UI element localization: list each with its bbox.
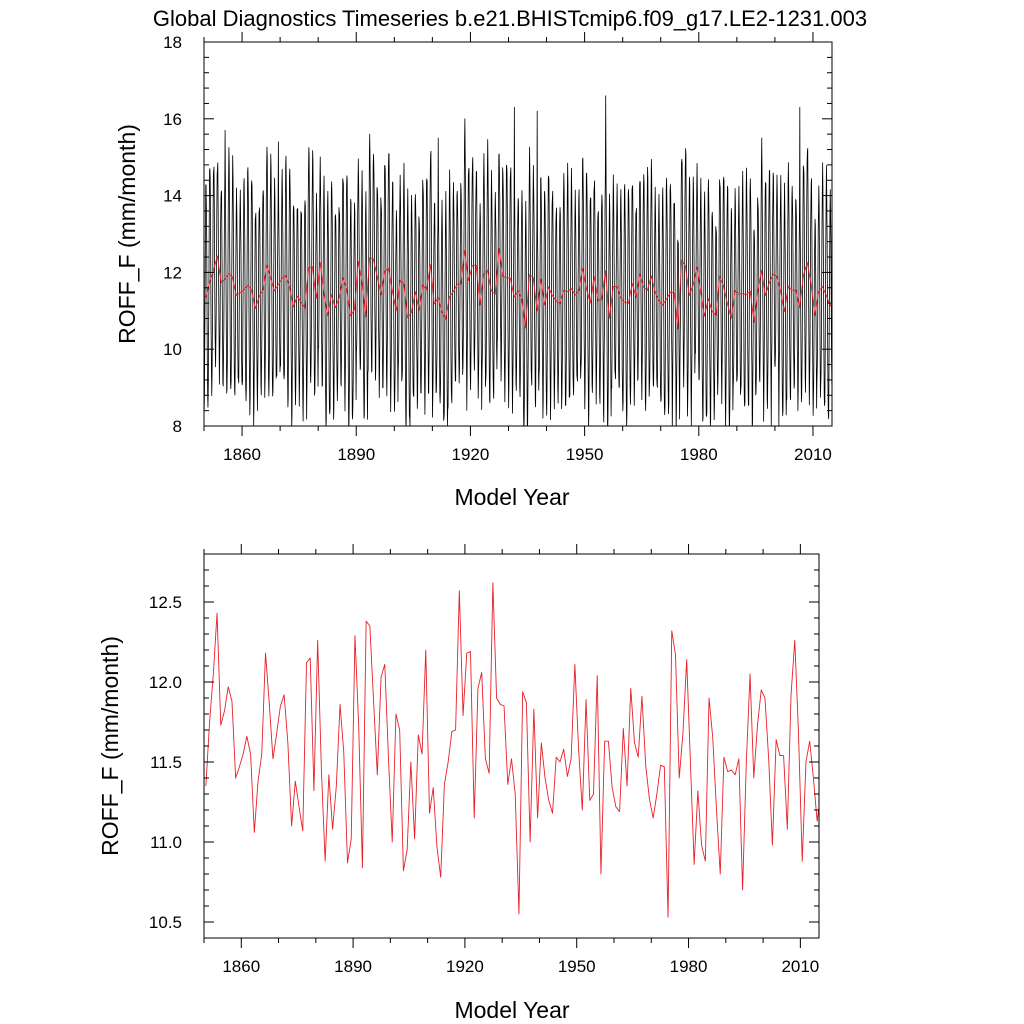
top-panel-x-label: Model Year (454, 484, 569, 510)
top-panel-monthly-line (204, 95, 832, 426)
top-panel: 1860 1890 1920 1950 1980 2010 8 10 12 14 16 18 Mod… (114, 32, 833, 510)
top-panel-y-tick-label: 12 (163, 263, 182, 282)
bottom-panel-x-tick-label: 1920 (446, 957, 484, 976)
bottom-panel-y-tick-label: 11.5 (150, 753, 182, 772)
bottom-panel-annual-line (205, 582, 819, 918)
top-panel-y-tick-label: 10 (163, 340, 182, 359)
top-panel-y-ticks: 8 10 12 14 16 18 (163, 33, 832, 436)
bottom-panel: 1860 1890 1920 1950 1980 2010 10.5 11.0 11.5 12.… (97, 544, 820, 1023)
bottom-panel-y-label: ROFF_F (mm/month) (97, 636, 123, 856)
figure-title: Global Diagnostics Timeseries b.e21.BHIS… (153, 6, 867, 31)
top-panel-y-tick-label: 8 (173, 417, 182, 436)
bottom-panel-y-tick-label: 11.0 (150, 833, 182, 852)
top-panel-y-tick-label: 18 (163, 33, 182, 52)
bottom-panel-x-tick-label: 1860 (222, 957, 260, 976)
bottom-panel-series (205, 582, 819, 918)
top-panel-series (204, 95, 832, 426)
top-panel-x-tick-label: 1860 (223, 445, 261, 464)
bottom-panel-y-tick-label: 10.5 (149, 913, 182, 932)
bottom-panel-y-tick-label: 12.0 (149, 673, 182, 692)
bottom-panel-frame (203, 553, 820, 939)
bottom-panel-x-tick-label: 2010 (781, 957, 819, 976)
top-panel-x-tick-label: 1980 (680, 445, 718, 464)
bottom-panel-y-tick-label: 12.5 (149, 593, 182, 612)
top-panel-frame (203, 41, 833, 427)
bottom-panel-x-ticks: 1860 1890 1920 1950 1980 2010 (203, 544, 819, 976)
top-panel-annual-line (205, 248, 832, 330)
bottom-panel-x-tick-label: 1890 (334, 957, 372, 976)
top-panel-x-tick-label: 1950 (566, 445, 604, 464)
top-panel-x-ticks: 1860 1890 1920 1950 1980 2010 (203, 32, 832, 464)
top-panel-x-tick-label: 1920 (452, 445, 490, 464)
bottom-panel-x-label: Model Year (454, 997, 569, 1023)
bottom-panel-x-tick-label: 1950 (558, 957, 596, 976)
bottom-panel-y-ticks: 10.5 11.0 11.5 12.0 12.5 (149, 553, 819, 939)
top-panel-y-tick-label: 14 (163, 187, 182, 206)
top-panel-y-label: ROFF_F (mm/month) (114, 124, 140, 344)
top-panel-y-tick-label: 16 (163, 110, 182, 129)
top-panel-x-tick-label: 2010 (794, 445, 832, 464)
top-panel-x-tick-label: 1890 (337, 445, 375, 464)
bottom-panel-x-tick-label: 1980 (670, 957, 708, 976)
